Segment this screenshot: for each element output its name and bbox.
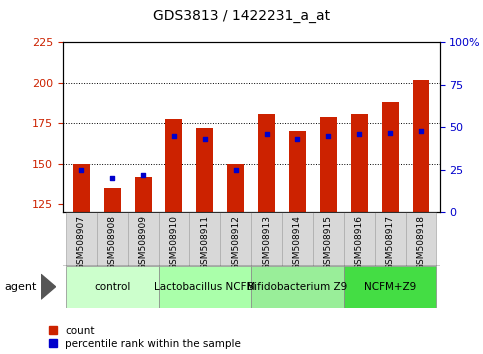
Text: GSM508907: GSM508907 (77, 215, 86, 270)
Text: GSM508908: GSM508908 (108, 215, 117, 270)
Bar (412, 80, 429, 212)
Text: Bifidobacterium Z9: Bifidobacterium Z9 (247, 282, 348, 292)
Bar (73, 164, 90, 212)
Point (108, 176, 116, 181)
Text: control: control (94, 282, 130, 292)
Bar (375, 212, 406, 266)
Text: GSM508916: GSM508916 (355, 215, 364, 270)
Bar (351, 114, 368, 212)
Text: GSM508917: GSM508917 (385, 215, 395, 270)
Bar (382, 102, 398, 212)
Point (355, 131, 363, 137)
Text: GSM508914: GSM508914 (293, 215, 302, 270)
Bar (189, 212, 220, 266)
Text: GSM508912: GSM508912 (231, 215, 240, 270)
Bar (158, 266, 251, 308)
Polygon shape (41, 274, 56, 299)
Point (417, 128, 425, 134)
Text: GSM508918: GSM508918 (416, 215, 426, 270)
Bar (197, 128, 213, 212)
Point (201, 137, 209, 142)
Bar (344, 212, 375, 266)
Point (139, 172, 147, 178)
Bar (313, 212, 344, 266)
Bar (251, 266, 344, 308)
Text: GDS3813 / 1422231_a_at: GDS3813 / 1422231_a_at (153, 9, 330, 23)
Bar (166, 119, 183, 212)
Bar (344, 266, 437, 308)
Bar (220, 212, 251, 266)
Bar (135, 177, 152, 212)
Text: Lactobacillus NCFM: Lactobacillus NCFM (154, 282, 256, 292)
Text: agent: agent (5, 282, 37, 292)
Bar (251, 212, 282, 266)
Point (294, 137, 301, 142)
Text: GSM508910: GSM508910 (170, 215, 178, 270)
Bar (97, 212, 128, 266)
Legend: count, percentile rank within the sample: count, percentile rank within the sample (49, 326, 241, 349)
Text: GSM508913: GSM508913 (262, 215, 271, 270)
Point (386, 130, 394, 135)
Bar (289, 131, 306, 212)
Bar (128, 212, 158, 266)
Point (170, 133, 178, 139)
Point (263, 131, 270, 137)
Point (232, 167, 240, 173)
Text: GSM508911: GSM508911 (200, 215, 209, 270)
Text: GSM508909: GSM508909 (139, 215, 148, 270)
Bar (158, 212, 189, 266)
Bar (66, 266, 158, 308)
Text: NCFM+Z9: NCFM+Z9 (364, 282, 416, 292)
Bar (406, 212, 437, 266)
Point (325, 133, 332, 139)
Bar (258, 114, 275, 212)
Bar (66, 212, 97, 266)
Bar (320, 117, 337, 212)
Point (77, 167, 85, 173)
Bar (282, 212, 313, 266)
Bar (227, 164, 244, 212)
Bar (104, 188, 121, 212)
Text: GSM508915: GSM508915 (324, 215, 333, 270)
